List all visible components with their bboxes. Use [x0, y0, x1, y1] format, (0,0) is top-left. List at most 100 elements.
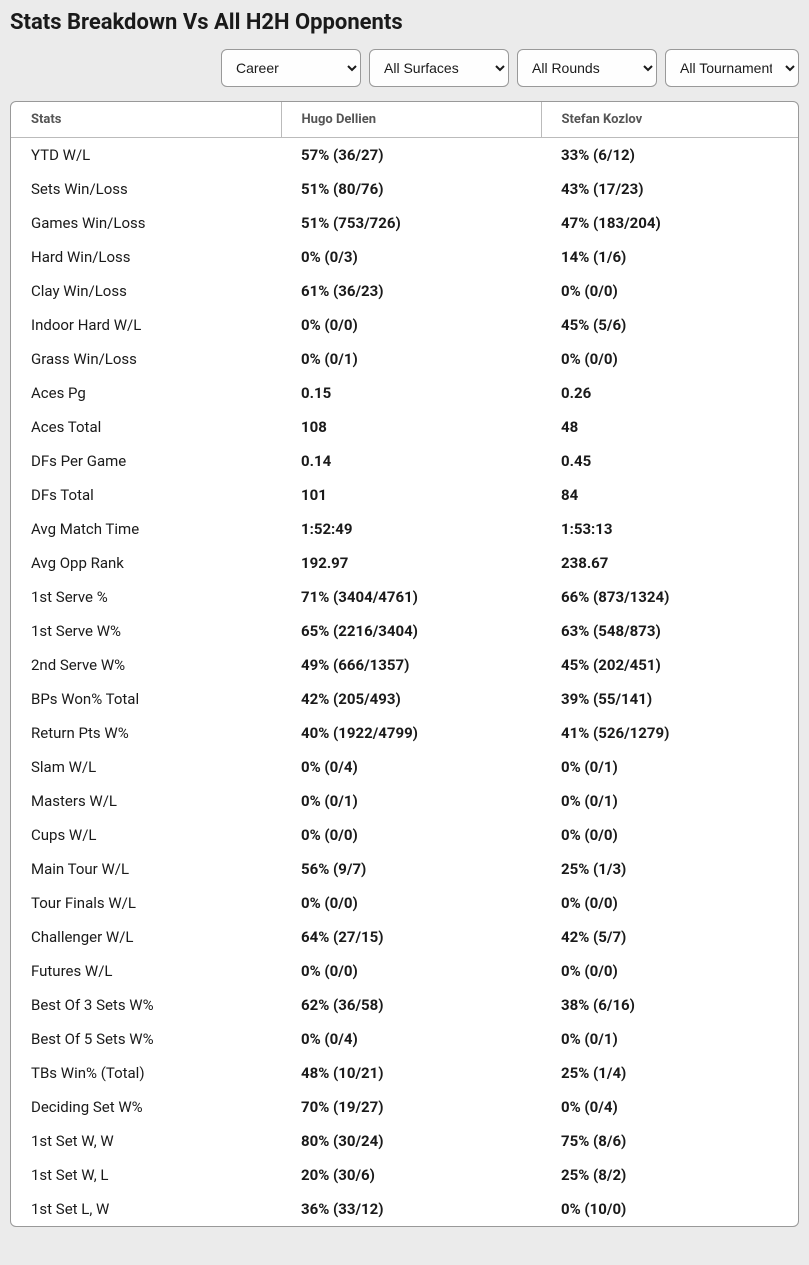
- stat-value-player1: 70% (19/27): [281, 1090, 541, 1124]
- table-row: Deciding Set W%70% (19/27)0% (0/4): [11, 1090, 798, 1124]
- stat-value-player1: 62% (36/58): [281, 988, 541, 1022]
- stat-value-player1: 0% (0/0): [281, 954, 541, 988]
- stat-label: 2nd Serve W%: [11, 648, 281, 682]
- table-row: Aces Pg0.150.26: [11, 376, 798, 410]
- stat-value-player1: 80% (30/24): [281, 1124, 541, 1158]
- stat-label: Masters W/L: [11, 784, 281, 818]
- stat-value-player2: 33% (6/12): [541, 138, 798, 173]
- stat-value-player1: 0.15: [281, 376, 541, 410]
- filter-career-select[interactable]: Career: [221, 49, 361, 87]
- column-header-player1: Hugo Dellien: [281, 102, 541, 138]
- stat-value-player2: 66% (873/1324): [541, 580, 798, 614]
- stat-label: Aces Total: [11, 410, 281, 444]
- stat-value-player2: 0% (0/0): [541, 954, 798, 988]
- table-row: Indoor Hard W/L0% (0/0)45% (5/6): [11, 308, 798, 342]
- stat-value-player1: 42% (205/493): [281, 682, 541, 716]
- stat-value-player2: 42% (5/7): [541, 920, 798, 954]
- stat-value-player1: 0% (0/3): [281, 240, 541, 274]
- stat-value-player2: 14% (1/6): [541, 240, 798, 274]
- table-row: DFs Per Game0.140.45: [11, 444, 798, 478]
- stat-value-player1: 20% (30/6): [281, 1158, 541, 1192]
- stat-label: 1st Set W, L: [11, 1158, 281, 1192]
- stat-value-player2: 45% (202/451): [541, 648, 798, 682]
- stat-value-player2: 39% (55/141): [541, 682, 798, 716]
- stat-label: 1st Serve W%: [11, 614, 281, 648]
- stat-label: Avg Opp Rank: [11, 546, 281, 580]
- stat-label: Best Of 5 Sets W%: [11, 1022, 281, 1056]
- stat-label: Slam W/L: [11, 750, 281, 784]
- stat-label: Cups W/L: [11, 818, 281, 852]
- page-title: Stats Breakdown Vs All H2H Opponents: [10, 10, 799, 35]
- stat-value-player2: 0% (0/1): [541, 750, 798, 784]
- stat-value-player1: 51% (753/726): [281, 206, 541, 240]
- table-row: 1st Serve %71% (3404/4761)66% (873/1324): [11, 580, 798, 614]
- stat-value-player2: 75% (8/6): [541, 1124, 798, 1158]
- stat-value-player1: 0.14: [281, 444, 541, 478]
- stat-value-player2: 47% (183/204): [541, 206, 798, 240]
- stat-value-player2: 0% (0/1): [541, 1022, 798, 1056]
- stat-value-player2: 25% (1/3): [541, 852, 798, 886]
- table-row: Sets Win/Loss51% (80/76)43% (17/23): [11, 172, 798, 206]
- stat-value-player1: 192.97: [281, 546, 541, 580]
- stat-value-player1: 0% (0/4): [281, 1022, 541, 1056]
- table-row: Avg Opp Rank192.97238.67: [11, 546, 798, 580]
- stats-table: Stats Hugo Dellien Stefan Kozlov YTD W/L…: [11, 102, 798, 1226]
- stat-value-player1: 57% (36/27): [281, 138, 541, 173]
- filter-bar: Career All Surfaces All Rounds All Tourn…: [10, 49, 799, 87]
- stat-value-player1: 64% (27/15): [281, 920, 541, 954]
- stat-label: Futures W/L: [11, 954, 281, 988]
- stat-label: Avg Match Time: [11, 512, 281, 546]
- table-row: 1st Set W, W80% (30/24)75% (8/6): [11, 1124, 798, 1158]
- stat-label: TBs Win% (Total): [11, 1056, 281, 1090]
- stat-value-player2: 63% (548/873): [541, 614, 798, 648]
- stat-value-player1: 48% (10/21): [281, 1056, 541, 1090]
- stat-label: Sets Win/Loss: [11, 172, 281, 206]
- stat-value-player1: 0% (0/1): [281, 342, 541, 376]
- table-row: Cups W/L0% (0/0)0% (0/0): [11, 818, 798, 852]
- stat-value-player1: 0% (0/1): [281, 784, 541, 818]
- stat-label: Best Of 3 Sets W%: [11, 988, 281, 1022]
- stat-value-player2: 0.26: [541, 376, 798, 410]
- stat-label: Tour Finals W/L: [11, 886, 281, 920]
- stat-value-player2: 25% (8/2): [541, 1158, 798, 1192]
- stat-value-player2: 1:53:13: [541, 512, 798, 546]
- table-row: Best Of 3 Sets W%62% (36/58)38% (6/16): [11, 988, 798, 1022]
- stats-card: Stats Hugo Dellien Stefan Kozlov YTD W/L…: [10, 101, 799, 1227]
- filter-surfaces-select[interactable]: All Surfaces: [369, 49, 509, 87]
- stat-value-player1: 108: [281, 410, 541, 444]
- stat-label: Indoor Hard W/L: [11, 308, 281, 342]
- table-row: Games Win/Loss51% (753/726)47% (183/204): [11, 206, 798, 240]
- stat-value-player1: 0% (0/0): [281, 818, 541, 852]
- stat-label: DFs Total: [11, 478, 281, 512]
- stat-value-player2: 0% (10/0): [541, 1192, 798, 1226]
- stat-label: YTD W/L: [11, 138, 281, 173]
- stat-value-player2: 0% (0/0): [541, 274, 798, 308]
- table-row: 2nd Serve W%49% (666/1357)45% (202/451): [11, 648, 798, 682]
- stat-value-player2: 0% (0/4): [541, 1090, 798, 1124]
- stat-value-player2: 0% (0/0): [541, 818, 798, 852]
- table-row: Hard Win/Loss0% (0/3)14% (1/6): [11, 240, 798, 274]
- column-header-player2: Stefan Kozlov: [541, 102, 798, 138]
- stats-table-body: YTD W/L57% (36/27)33% (6/12)Sets Win/Los…: [11, 138, 798, 1227]
- stat-value-player1: 101: [281, 478, 541, 512]
- table-header-row: Stats Hugo Dellien Stefan Kozlov: [11, 102, 798, 138]
- stat-value-player2: 43% (17/23): [541, 172, 798, 206]
- stat-value-player2: 0% (0/1): [541, 784, 798, 818]
- stat-value-player1: 56% (9/7): [281, 852, 541, 886]
- stat-value-player1: 65% (2216/3404): [281, 614, 541, 648]
- stat-label: Challenger W/L: [11, 920, 281, 954]
- stat-label: Hard Win/Loss: [11, 240, 281, 274]
- stat-label: Return Pts W%: [11, 716, 281, 750]
- filter-rounds-select[interactable]: All Rounds: [517, 49, 657, 87]
- stat-value-player2: 0% (0/0): [541, 342, 798, 376]
- stat-value-player1: 0% (0/0): [281, 886, 541, 920]
- stat-value-player2: 238.67: [541, 546, 798, 580]
- stat-value-player2: 0% (0/0): [541, 886, 798, 920]
- stat-label: 1st Set W, W: [11, 1124, 281, 1158]
- filter-tournaments-select[interactable]: All Tournaments: [665, 49, 799, 87]
- table-row: TBs Win% (Total)48% (10/21)25% (1/4): [11, 1056, 798, 1090]
- table-row: BPs Won% Total42% (205/493)39% (55/141): [11, 682, 798, 716]
- stat-label: Deciding Set W%: [11, 1090, 281, 1124]
- table-row: Return Pts W%40% (1922/4799)41% (526/127…: [11, 716, 798, 750]
- stat-value-player1: 71% (3404/4761): [281, 580, 541, 614]
